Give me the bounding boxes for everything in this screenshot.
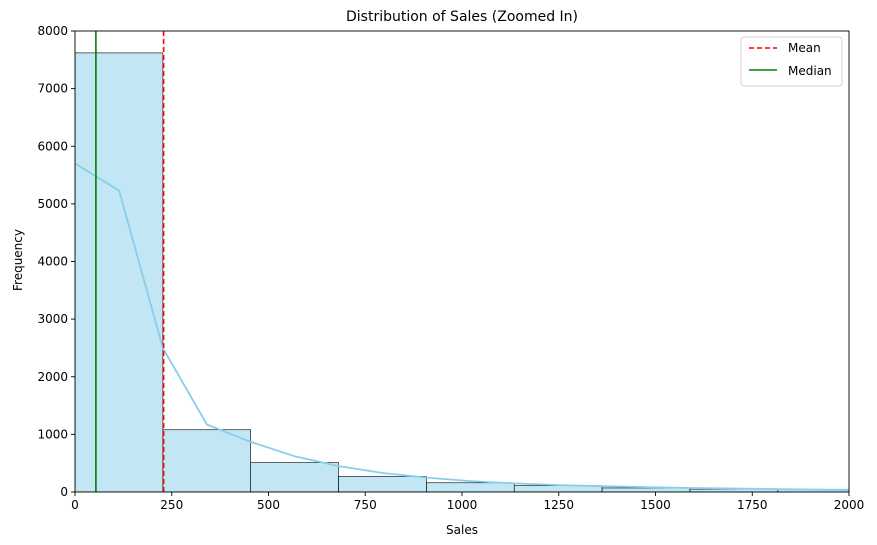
- x-tick-label: 1000: [447, 498, 478, 512]
- chart-title: Distribution of Sales (Zoomed In): [346, 9, 578, 25]
- kde-line: [75, 162, 849, 491]
- histogram-bar-4: [338, 476, 427, 492]
- y-tick-label: 3000: [37, 312, 68, 326]
- legend-median-label: Median: [788, 64, 832, 78]
- x-tick-label: 1500: [640, 498, 671, 512]
- y-tick-label: 2000: [37, 370, 68, 384]
- y-tick-label: 7000: [37, 82, 68, 96]
- x-axis-label: Sales: [446, 523, 478, 537]
- histogram-bar-1: [75, 52, 164, 492]
- y-tick-label: 5000: [37, 197, 68, 211]
- x-tick-label: 0: [71, 498, 79, 512]
- x-tick-label: 1750: [737, 498, 768, 512]
- y-tick-label: 4000: [37, 255, 68, 269]
- x-tick-label: 250: [160, 498, 183, 512]
- y-axis-label: Frequency: [11, 229, 25, 291]
- y-tick-label: 1000: [37, 427, 68, 441]
- x-tick-label: 2000: [834, 498, 865, 512]
- histogram-bar-5: [426, 482, 515, 492]
- y-tick-label: 6000: [37, 139, 68, 153]
- legend-mean-label: Mean: [788, 41, 821, 55]
- legend: Mean Median: [740, 36, 843, 87]
- plot-area: [75, 31, 849, 492]
- x-tick-label: 1250: [543, 498, 574, 512]
- y-tick-label: 8000: [37, 24, 68, 38]
- x-tick-label: 500: [257, 498, 280, 512]
- y-tick-label: 0: [60, 485, 68, 499]
- histogram-bar-3: [250, 462, 339, 492]
- histogram-bar-2: [162, 429, 251, 492]
- legend-box: [740, 36, 843, 87]
- x-tick-label: 750: [354, 498, 377, 512]
